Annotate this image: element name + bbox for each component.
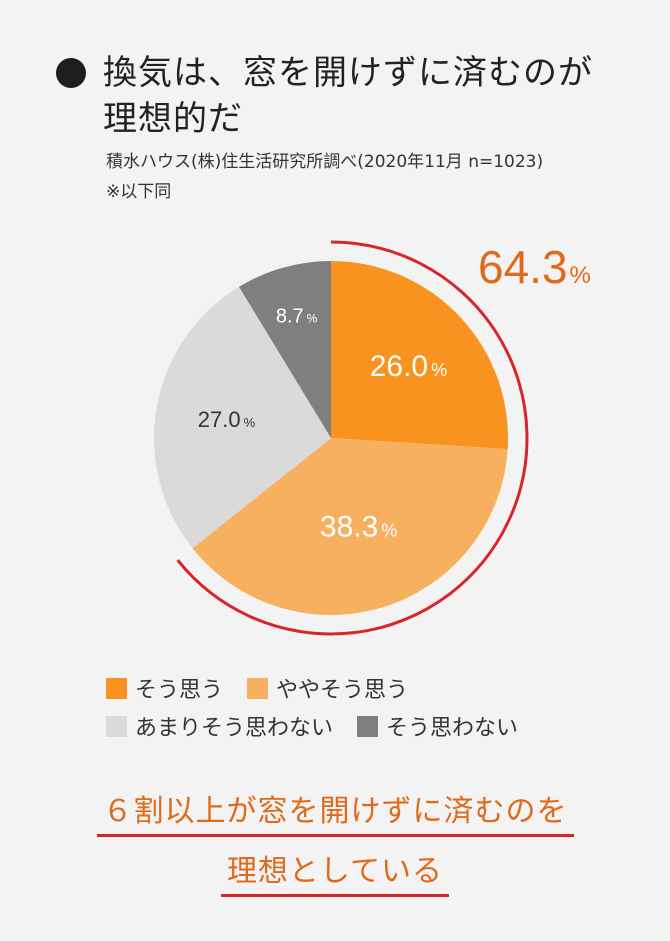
chart-title: 換気は、窓を開けずに済むのが 理想的だ <box>103 50 593 142</box>
legend-item-disagree: そう思わない <box>357 710 518 742</box>
slice-labels: 26.0 % 38.3 % 27.0 % 8.7% <box>198 305 447 543</box>
legend-item-somewhat-disagree: あまりそう思わない <box>106 710 333 742</box>
total-annotation: 64.3% <box>478 241 591 293</box>
pie-chart: 26.0 % 38.3 % 27.0 % 8.7% 64.3% <box>154 240 591 636</box>
slice-label: 27.0% <box>198 407 256 432</box>
legend-label: そう思う <box>135 678 224 703</box>
legend-row-2: あまりそう思わない そう思わない <box>106 710 542 742</box>
conclusion-line-1: ６割以上が窓を開けずに済むのを <box>0 786 670 837</box>
bullet-icon <box>56 58 86 88</box>
legend-swatch <box>106 715 127 737</box>
highlight-arc <box>176 240 529 636</box>
pie-slice <box>238 261 331 438</box>
slice-label: 8.7% <box>276 305 318 327</box>
legend-item-agree: そう思う <box>106 672 223 704</box>
pie-slices <box>154 261 508 616</box>
pie-slice <box>331 261 508 450</box>
title-line-1: 換気は、窓を開けずに済むのが <box>103 53 593 93</box>
legend-label: そう思わない <box>386 716 519 741</box>
legend-swatch <box>357 715 379 737</box>
pie-slice <box>192 438 508 616</box>
legend-row-1: そう思う ややそう思う <box>106 672 432 704</box>
total-value: 64.3 <box>478 241 568 293</box>
total-unit: % <box>570 262 591 289</box>
source-text: 積水ハウス(株)住生活研究所調べ(2020年11月 n=1023) <box>106 152 544 172</box>
conclusion-text-1: ６割以上が窓を開けずに済むのを <box>96 786 574 837</box>
legend-label: ややそう思う <box>276 678 409 703</box>
pie-slice <box>154 286 331 549</box>
legend-item-somewhat-agree: ややそう思う <box>247 672 408 704</box>
note-text: ※以下同 <box>106 182 172 202</box>
slice-label: 38.3% <box>320 510 397 543</box>
legend-swatch <box>247 677 269 699</box>
legend-swatch <box>106 677 127 699</box>
legend-label: あまりそう思わない <box>135 716 334 741</box>
conclusion-line-2: 理想としている <box>0 846 670 897</box>
slice-label: 26.0% <box>370 350 447 383</box>
title-line-2: 理想的だ <box>103 99 243 139</box>
conclusion-text-2: 理想としている <box>220 846 450 897</box>
